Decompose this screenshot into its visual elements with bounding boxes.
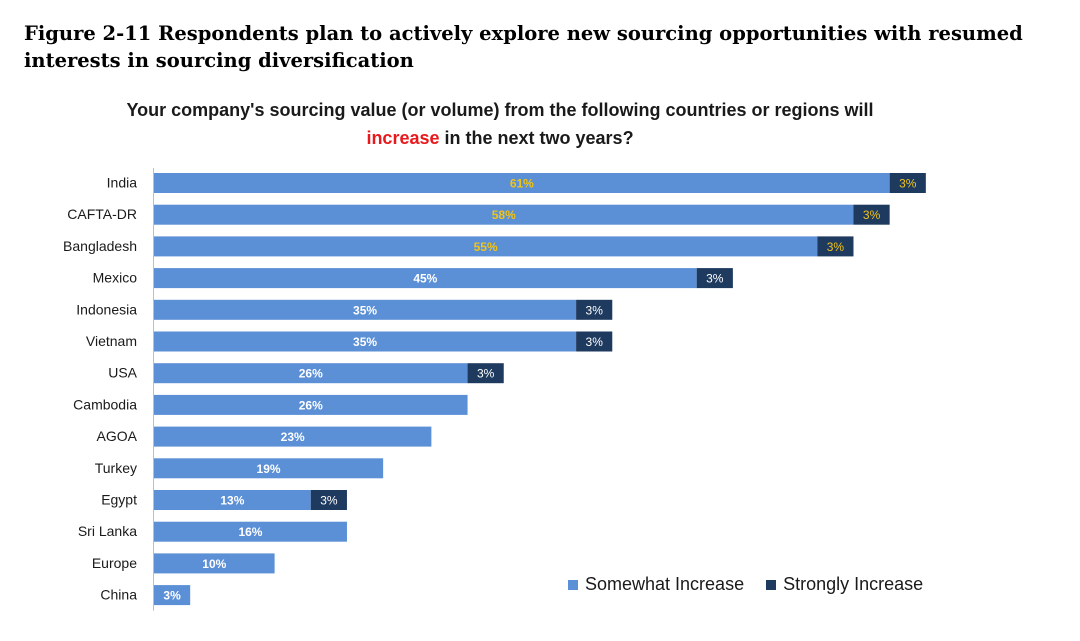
chart-title-part1: Your company's sourcing value (or volume… [126,100,874,120]
legend-label-somewhat: Somewhat Increase [585,574,745,594]
category-label: Cambodia [73,396,137,412]
bar-somewhat [154,236,818,257]
bar-label-somewhat: 61% [510,177,534,191]
bar-strongly [310,490,347,510]
bar-strongly [696,268,733,289]
category-label: AGOA [97,428,138,444]
category-label: China [100,587,137,603]
category-label: Bangladesh [63,238,137,254]
bar-somewhat [154,299,577,320]
category-label: Europe [92,555,137,571]
bar-label-somewhat: 45% [413,272,437,286]
category-label: Indonesia [76,301,137,317]
legend-item-strongly: Strongly Increase [766,574,923,595]
category-label: Mexico [93,270,138,286]
bar-strongly [576,331,613,352]
chart-title-highlight: increase [366,128,440,148]
bar-strongly [889,173,926,193]
category-label: USA [108,365,137,381]
bar-label-strongly: 3% [586,335,604,349]
category-label: Egypt [101,492,137,508]
bar-label-somewhat: 10% [202,557,226,571]
legend-label-strongly: Strongly Increase [783,574,924,594]
bar-somewhat [154,268,697,289]
bar-somewhat [154,331,577,352]
bar-label-somewhat: 26% [299,367,323,381]
bar-strongly [576,299,613,320]
bar-label-strongly: 3% [586,303,604,317]
bar-somewhat [154,490,311,510]
bar-label-strongly: 3% [899,177,917,191]
chart-title-part2: in the next two years? [444,128,634,148]
bar-strongly [817,236,854,257]
category-label: India [107,175,138,191]
bar-label-somewhat: 23% [281,430,305,444]
figure-title: Figure 2-11 Respondents plan to actively… [24,22,1023,72]
bar-somewhat [154,363,468,384]
bar-label-somewhat: 19% [257,462,281,476]
category-label: CAFTA-DR [67,206,137,222]
bar-label-strongly: 3% [477,367,495,381]
bar-strongly [467,363,504,384]
legend-swatch-somewhat [568,579,578,590]
bar-somewhat [154,585,191,606]
legend-item-somewhat: Somewhat Increase [568,574,744,595]
bar-somewhat [154,394,468,415]
bar-label-strongly: 3% [320,494,338,508]
bar-label-somewhat: 13% [220,494,244,508]
bar-label-somewhat: 58% [492,208,516,222]
bar-label-somewhat: 26% [299,398,323,412]
bar-somewhat [154,458,384,479]
legend-swatch-strongly [766,579,777,590]
bar-label-strongly: 3% [706,272,724,286]
bar-somewhat [154,553,275,574]
bar-somewhat [154,204,854,225]
bar-strongly [853,204,890,225]
bar-somewhat [154,521,347,542]
category-label: Sri Lanka [78,523,137,539]
category-label: Turkey [95,460,137,476]
bar-somewhat [154,426,432,447]
bar-label-somewhat: 16% [238,525,262,539]
bar-label-somewhat: 55% [474,240,498,254]
bar-label-somewhat: 35% [353,335,377,349]
bar-label-somewhat: 3% [163,589,181,603]
bar-label-strongly: 3% [827,240,845,254]
bar-label-strongly: 3% [863,208,881,222]
bar-somewhat [154,173,890,193]
category-label: Vietnam [86,333,137,349]
chart-title: Your company's sourcing value (or volume… [120,96,880,152]
legend: Somewhat Increase Strongly Increase [568,574,945,595]
bar-label-somewhat: 35% [353,303,377,317]
